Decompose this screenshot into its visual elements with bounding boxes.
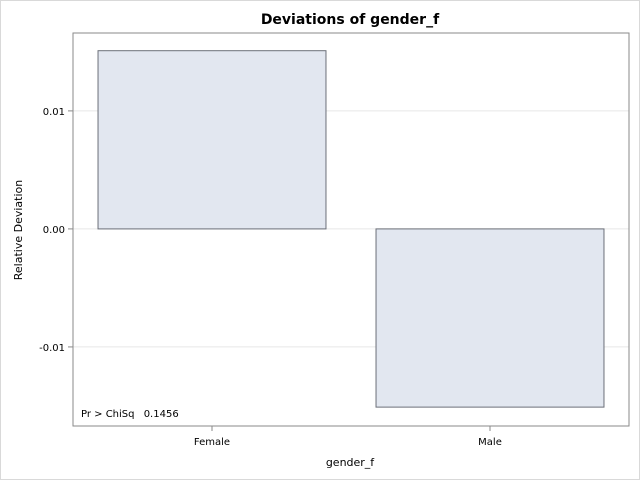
y-axis: 0.01 0.00 -0.01 bbox=[39, 107, 73, 354]
chart-title: Deviations of gender_f bbox=[261, 12, 440, 28]
y-tick-label: 0.01 bbox=[43, 107, 65, 118]
bar-female bbox=[97, 50, 327, 230]
chisq-label: Pr > ChiSq bbox=[81, 409, 135, 420]
plot-area bbox=[72, 32, 630, 427]
x-tick-label: Male bbox=[478, 437, 502, 448]
y-tick-label: 0.00 bbox=[43, 225, 65, 236]
x-axis-label: gender_f bbox=[326, 456, 375, 469]
bars bbox=[97, 50, 605, 408]
bar-male bbox=[375, 228, 605, 408]
chisq-annotation: Pr > ChiSq 0.1456 bbox=[81, 409, 179, 420]
y-axis-label: Relative Deviation bbox=[12, 180, 25, 281]
chisq-value: 0.1456 bbox=[144, 409, 179, 420]
y-tick-label: -0.01 bbox=[39, 343, 65, 354]
x-tick-label: Female bbox=[194, 437, 230, 448]
x-axis: Female Male bbox=[194, 426, 502, 448]
